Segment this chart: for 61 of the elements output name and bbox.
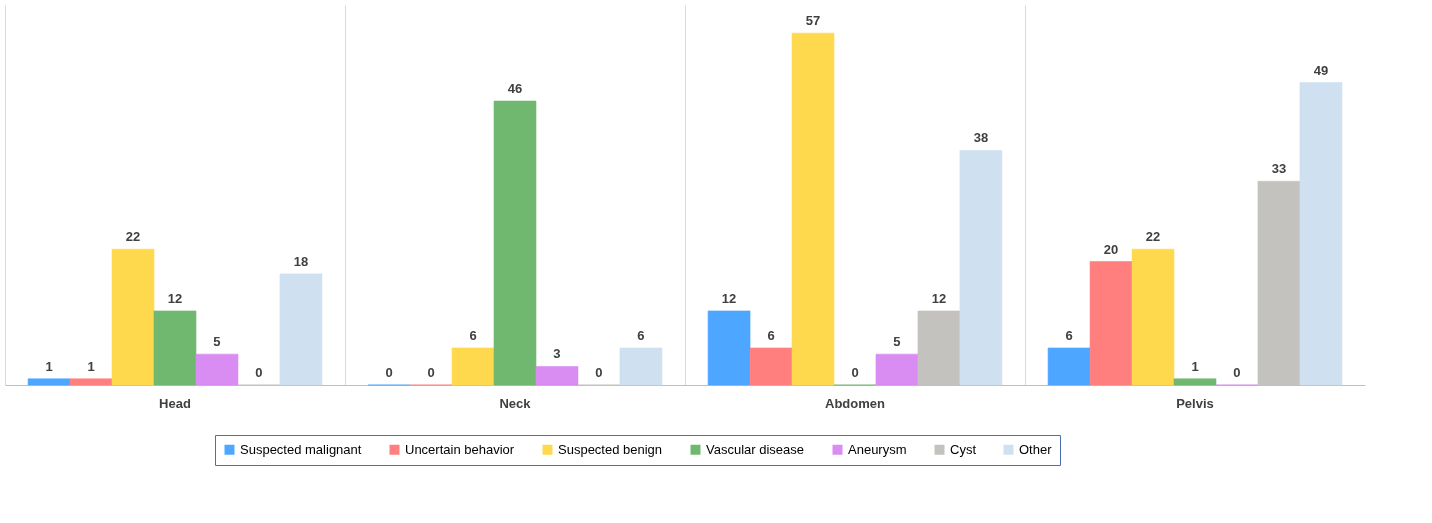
- legend-label: Suspected malignant: [240, 441, 362, 457]
- bar: [279, 273, 323, 386]
- data-label: 6: [637, 327, 645, 343]
- data-label: 0: [385, 365, 393, 380]
- bar: [535, 366, 579, 386]
- data-label: 0: [851, 365, 859, 380]
- legend-label: Vascular disease: [706, 441, 805, 457]
- data-label: 5: [213, 334, 221, 350]
- bar: [1047, 347, 1091, 386]
- data-label: 0: [427, 365, 435, 380]
- bar: [1299, 82, 1343, 386]
- data-label: 0: [595, 365, 603, 380]
- bar: [959, 150, 1003, 386]
- bar: [749, 347, 793, 386]
- x-tick-label: Head: [159, 395, 191, 411]
- bar: [1173, 378, 1217, 386]
- bar: [195, 353, 239, 386]
- data-label: 5: [893, 334, 901, 350]
- legend-label: Suspected benign: [558, 441, 663, 457]
- bar: [917, 310, 961, 386]
- bar: [1131, 248, 1175, 386]
- x-tick-label: Neck: [499, 395, 532, 411]
- bar: [451, 347, 495, 386]
- bar: [69, 378, 113, 386]
- data-label: 1: [87, 358, 95, 374]
- legend-label: Other: [1019, 441, 1053, 457]
- data-label: 3: [553, 346, 561, 362]
- data-label: 18: [293, 253, 309, 269]
- bar: [493, 100, 537, 386]
- bar: [791, 32, 835, 386]
- legend-label: Uncertain behavior: [405, 441, 515, 457]
- x-tick-label: Pelvis: [1176, 395, 1214, 411]
- x-tick-label: Abdomen: [825, 395, 886, 411]
- bar: [707, 310, 751, 386]
- data-label: 1: [1191, 358, 1199, 374]
- data-label: 46: [507, 81, 523, 97]
- data-label: 6: [767, 327, 775, 343]
- bar: [619, 347, 663, 386]
- bar: [153, 310, 197, 386]
- data-label: 57: [805, 13, 821, 29]
- data-label: 0: [255, 365, 263, 380]
- data-label: 22: [1145, 229, 1161, 245]
- data-label: 33: [1271, 161, 1287, 177]
- bar: [1257, 181, 1301, 386]
- bar: [27, 378, 71, 386]
- data-label: 0: [1233, 365, 1241, 380]
- legend-label: Cyst: [950, 441, 977, 457]
- data-label: 1: [45, 358, 53, 374]
- data-label: 6: [1065, 327, 1073, 343]
- data-label: 12: [167, 290, 183, 306]
- data-label: 20: [1103, 241, 1119, 257]
- data-label: 6: [469, 327, 477, 343]
- data-label: 22: [125, 229, 141, 245]
- bar: [111, 248, 155, 386]
- data-label: 49: [1313, 62, 1329, 78]
- data-label: 12: [721, 290, 737, 306]
- data-label: 12: [931, 290, 947, 306]
- legend-label: Aneurysm: [848, 441, 907, 457]
- bar: [875, 353, 919, 386]
- bar: [1089, 261, 1133, 386]
- data-label: 38: [973, 130, 989, 146]
